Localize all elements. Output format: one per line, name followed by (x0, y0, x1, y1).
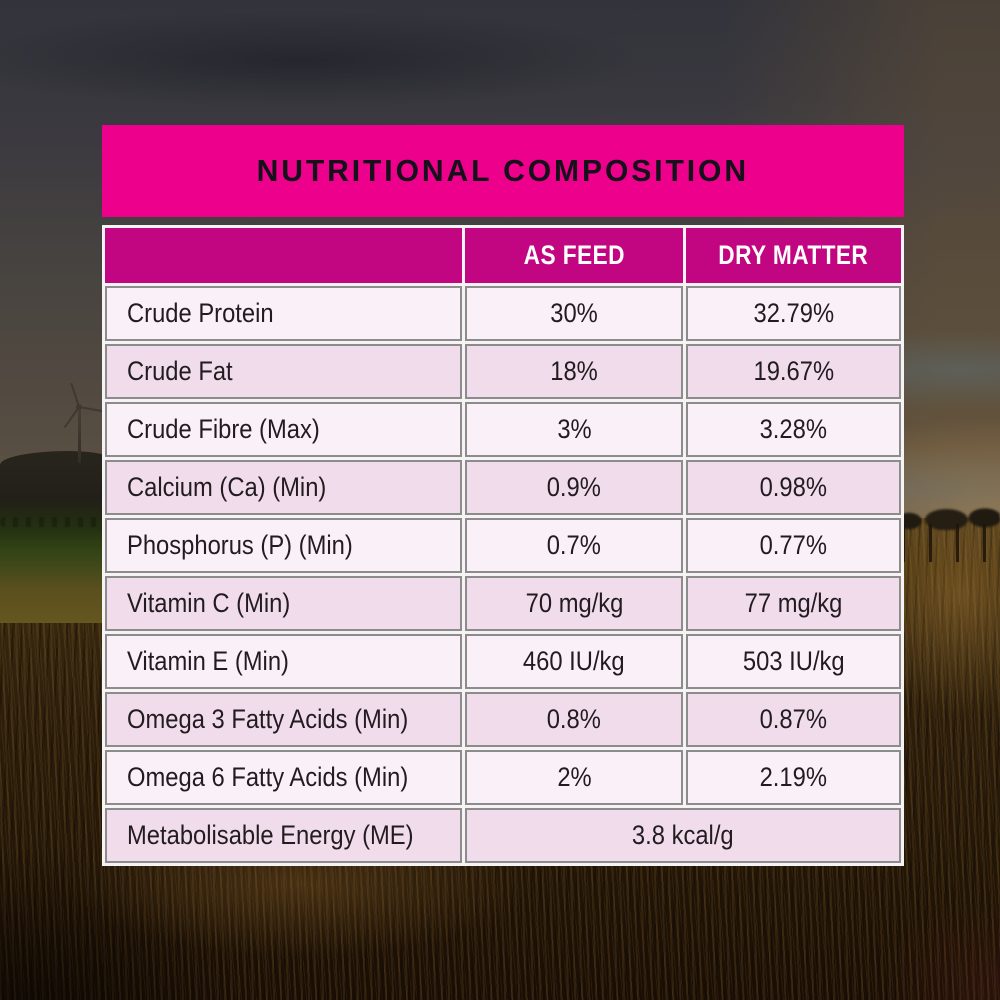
row-dry-matter-value-text: 32.79% (753, 298, 834, 328)
nutrition-panel: NUTRITIONAL COMPOSITION AS FEED DRY MATT… (102, 125, 904, 866)
header-cell-dry-matter: DRY MATTER (685, 228, 901, 283)
row-as-feed-value-text: 70 mg/kg (525, 588, 623, 618)
row-dry-matter-value: 19.67% (685, 344, 901, 399)
row-label-text: Calcium (Ca) (Min) (127, 472, 327, 502)
header-label-dry-matter: DRY MATTER (718, 240, 869, 270)
turbine-hub (76, 404, 82, 410)
row-label: Crude Fibre (Max) (105, 402, 463, 457)
footer-value: 3.8 kcal/g (465, 808, 901, 863)
table-row: Phosphorus (P) (Min) 0.7% 0.77% (105, 518, 901, 573)
row-as-feed-value-text: 2% (556, 762, 592, 792)
row-label-text: Vitamin E (Min) (127, 646, 289, 676)
row-dry-matter-value-text: 0.77% (759, 530, 828, 560)
row-as-feed-value: 2% (465, 750, 683, 805)
footer-label: Metabolisable Energy (ME) (105, 808, 463, 863)
footer-label-text: Metabolisable Energy (ME) (127, 820, 414, 850)
table-row: Vitamin E (Min) 460 IU/kg 503 IU/kg (105, 634, 901, 689)
table-footer-row: Metabolisable Energy (ME) 3.8 kcal/g (105, 808, 901, 863)
panel-title: NUTRITIONAL COMPOSITION (256, 153, 750, 188)
row-dry-matter-value-text: 3.28% (759, 414, 828, 444)
row-label-text: Phosphorus (P) (Min) (127, 530, 353, 560)
row-label-text: Crude Fat (127, 356, 233, 386)
row-dry-matter-value-text: 0.87% (759, 704, 828, 734)
row-dry-matter-value-text: 0.98% (759, 472, 828, 502)
row-as-feed-value-text: 18% (550, 356, 598, 386)
background-hill-left (0, 451, 114, 623)
row-label-text: Vitamin C (Min) (127, 588, 291, 618)
row-dry-matter-value: 2.19% (685, 750, 901, 805)
row-dry-matter-value-text: 503 IU/kg (742, 646, 845, 676)
row-as-feed-value: 0.9% (465, 460, 683, 515)
row-dry-matter-value-text: 77 mg/kg (744, 588, 843, 618)
row-as-feed-value: 30% (465, 286, 683, 341)
row-label: Vitamin C (Min) (105, 576, 463, 631)
row-label-text: Omega 6 Fatty Acids (Min) (127, 762, 409, 792)
row-as-feed-value: 18% (465, 344, 683, 399)
row-label: Crude Fat (105, 344, 463, 399)
table-header-row: AS FEED DRY MATTER (105, 228, 901, 283)
row-label-text: Crude Protein (127, 298, 274, 328)
panel-title-bar: NUTRITIONAL COMPOSITION (102, 125, 904, 217)
row-as-feed-value-text: 0.9% (546, 472, 602, 502)
row-as-feed-value-text: 3% (556, 414, 592, 444)
table-row: Calcium (Ca) (Min) 0.9% 0.98% (105, 460, 901, 515)
row-label: Crude Protein (105, 286, 463, 341)
row-as-feed-value: 460 IU/kg (465, 634, 683, 689)
row-dry-matter-value: 77 mg/kg (685, 576, 901, 631)
row-label-text: Crude Fibre (Max) (127, 414, 320, 444)
table-row: Crude Protein 30% 32.79% (105, 286, 901, 341)
row-label: Omega 6 Fatty Acids (Min) (105, 750, 463, 805)
row-as-feed-value: 0.8% (465, 692, 683, 747)
row-as-feed-value: 3% (465, 402, 683, 457)
table-row: Crude Fibre (Max) 3% 3.28% (105, 402, 901, 457)
table-row: Omega 3 Fatty Acids (Min) 0.8% 0.87% (105, 692, 901, 747)
row-as-feed-value-text: 0.8% (546, 704, 602, 734)
row-dry-matter-value-text: 19.67% (753, 356, 834, 386)
row-label: Calcium (Ca) (Min) (105, 460, 463, 515)
header-label-as-feed: AS FEED (523, 240, 625, 270)
turbine-tower (78, 406, 81, 463)
table-row: Vitamin C (Min) 70 mg/kg 77 mg/kg (105, 576, 901, 631)
row-as-feed-value-text: 460 IU/kg (523, 646, 625, 676)
row-as-feed-value: 70 mg/kg (465, 576, 683, 631)
row-label-text: Omega 3 Fatty Acids (Min) (127, 704, 409, 734)
row-dry-matter-value: 0.98% (685, 460, 901, 515)
background-fence-posts (902, 524, 1000, 562)
wind-turbine-silhouette (60, 382, 104, 466)
row-dry-matter-value: 3.28% (685, 402, 901, 457)
row-label: Vitamin E (Min) (105, 634, 463, 689)
table-row: Omega 6 Fatty Acids (Min) 2% 2.19% (105, 750, 901, 805)
row-dry-matter-value: 0.77% (685, 518, 901, 573)
footer-value-text: 3.8 kcal/g (632, 820, 735, 850)
nutrition-table: AS FEED DRY MATTER Crude Protein 30% 32.79… (102, 225, 904, 866)
table-row: Crude Fat 18% 19.67% (105, 344, 901, 399)
row-as-feed-value-text: 0.7% (546, 530, 602, 560)
header-cell-as-feed: AS FEED (465, 228, 683, 283)
row-as-feed-value: 0.7% (465, 518, 683, 573)
row-dry-matter-value: 32.79% (685, 286, 901, 341)
row-dry-matter-value: 503 IU/kg (685, 634, 901, 689)
row-label: Omega 3 Fatty Acids (Min) (105, 692, 463, 747)
background-treeline-left (0, 517, 108, 527)
row-label: Phosphorus (P) (Min) (105, 518, 463, 573)
header-cell-blank (105, 228, 463, 283)
row-dry-matter-value: 0.87% (685, 692, 901, 747)
nutrition-table-body: Crude Protein 30% 32.79% Crude Fat 18% 19.67%… (105, 286, 901, 863)
row-as-feed-value-text: 30% (550, 298, 598, 328)
row-dry-matter-value-text: 2.19% (759, 762, 828, 792)
